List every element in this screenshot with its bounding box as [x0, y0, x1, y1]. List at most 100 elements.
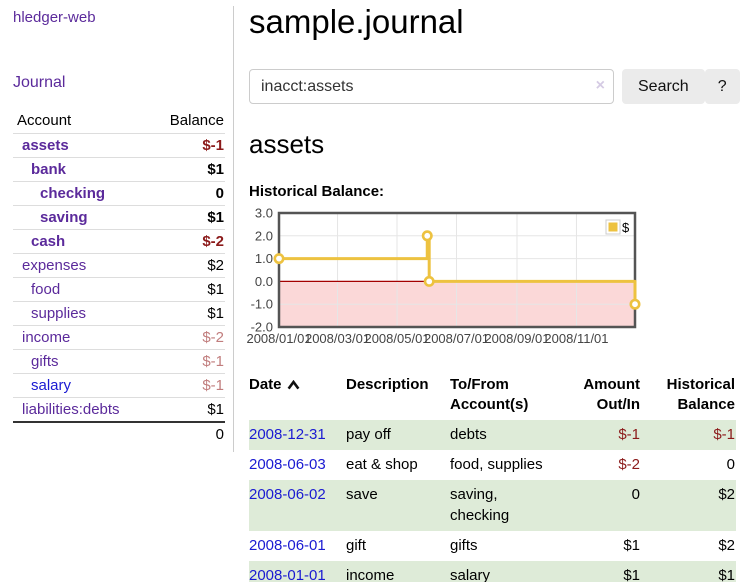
transaction-accounts: saving, checking — [450, 479, 563, 531]
search-input[interactable] — [249, 69, 614, 104]
account-balance: $1 — [152, 397, 225, 422]
account-link-expenses[interactable]: expenses — [22, 257, 87, 274]
account-balance: $1 — [152, 205, 225, 230]
account-link-gifts[interactable]: gifts — [31, 353, 59, 370]
account-balance: $1 — [152, 277, 225, 302]
register-header-date-label: Date — [249, 376, 282, 393]
sidebar-inner: hledger-web Journal Account Balance asse… — [13, 6, 234, 452]
clear-search-icon[interactable]: × — [595, 77, 605, 94]
account-row-bank: bank $1 — [13, 157, 225, 182]
account-link-food[interactable]: food — [31, 281, 61, 298]
sidebar-item-journal[interactable]: Journal — [13, 74, 66, 91]
account-row-checking: checking 0 — [13, 181, 225, 206]
transaction-accounts: gifts — [450, 536, 478, 554]
svg-text:2008/05/01: 2008/05/01 — [364, 331, 429, 346]
account-balance: $-2 — [152, 229, 225, 254]
transaction-date-link[interactable]: 2008-06-03 — [249, 455, 326, 473]
chart-title: Historical Balance: — [249, 183, 385, 200]
transaction-description: income — [346, 560, 450, 582]
register-header-row: Date Description To/From Account(s) Amou… — [249, 372, 736, 420]
account-link-saving[interactable]: saving — [40, 209, 88, 226]
svg-text:2008/07/01: 2008/07/01 — [424, 331, 489, 346]
account-row-assets: assets $-1 — [13, 133, 225, 158]
transaction-amount: $1 — [623, 536, 640, 554]
account-row-liabilities-debts: liabilities:debts $1 — [13, 397, 225, 422]
transaction-description: save — [346, 479, 450, 531]
transaction-amount: 0 — [563, 479, 641, 531]
register-row: 2008-06-01 gift gifts $1 $2 — [249, 531, 736, 561]
account-link-checking[interactable]: checking — [40, 185, 106, 202]
svg-text:0.0: 0.0 — [255, 274, 273, 289]
balance-chart: 3.0 2.0 1.0 0.0 -1.0 -2.0 2008/01/01 2008/03/01… — [246, 206, 740, 351]
search-button[interactable]: Search — [622, 69, 705, 104]
search-form: × Search ? — [249, 69, 740, 104]
transaction-balance: 0 — [726, 455, 735, 473]
help-button[interactable]: ? — [704, 69, 740, 104]
account-link-salary[interactable]: salary — [31, 377, 72, 394]
account-row-saving: saving $1 — [13, 205, 225, 230]
account-link-bank[interactable]: bank — [31, 161, 67, 178]
account-link-income[interactable]: income — [22, 329, 71, 346]
account-link-liabilities-debts[interactable]: liabilities:debts — [22, 401, 120, 418]
transaction-date-link[interactable]: 2008-01-01 — [249, 566, 326, 582]
svg-text:1.0: 1.0 — [255, 251, 273, 266]
register-table: Date Description To/From Account(s) Amou… — [249, 372, 736, 582]
accounts-table: Account Balance assets $-1 bank $1 check… — [13, 109, 225, 446]
sort-ascending-icon — [287, 379, 299, 390]
transaction-amount: $-1 — [563, 419, 641, 450]
account-link-cash[interactable]: cash — [31, 233, 66, 250]
account-balance: $1 — [152, 301, 225, 326]
accounts-header-row: Account Balance — [13, 109, 225, 134]
page-title: sample.journal — [249, 3, 464, 40]
svg-text:2008/11/01: 2008/11/01 — [544, 331, 608, 346]
svg-text:2008/01/01: 2008/01/01 — [246, 331, 311, 346]
svg-text:-2.0: -2.0 — [251, 320, 273, 335]
svg-text:3.0: 3.0 — [255, 206, 273, 221]
register-header-date[interactable]: Date — [249, 372, 346, 420]
main-content: sample.journal × Search ? assets Histori… — [234, 0, 742, 582]
accounts-header-account: Account — [17, 112, 72, 129]
account-balance: $-2 — [152, 325, 225, 350]
account-heading: assets — [249, 129, 325, 159]
transaction-date-link[interactable]: 2008-06-01 — [249, 536, 326, 554]
transaction-date-link[interactable]: 2008-06-02 — [249, 485, 326, 503]
transaction-description: gift — [346, 536, 367, 554]
accounts-total-value: 0 — [152, 421, 225, 446]
sidebar: hledger-web Journal Account Balance asse… — [0, 0, 234, 582]
account-row-cash: cash $-2 — [13, 229, 225, 254]
brand-link[interactable]: hledger-web — [13, 9, 96, 26]
account-balance: $1 — [152, 157, 225, 182]
transaction-description: pay off — [346, 419, 450, 450]
account-row-gifts: gifts $-1 — [13, 349, 225, 374]
search-box: × — [249, 69, 614, 104]
register-row: 2008-06-03 eat & shop food, supplies $-2… — [249, 450, 736, 480]
account-balance: $2 — [152, 253, 225, 278]
svg-text:$: $ — [622, 220, 630, 235]
svg-text:2.0: 2.0 — [255, 228, 273, 243]
account-row-income: income $-2 — [13, 325, 225, 350]
register-header-historical: Historical Balance — [666, 376, 735, 414]
balance-chart-svg: 3.0 2.0 1.0 0.0 -1.0 -2.02008/01/012008/03/01… — [246, 206, 641, 346]
register-header-amount: Amount Out/In — [583, 376, 640, 414]
transaction-balance: $-1 — [641, 419, 736, 450]
account-balance: 0 — [152, 181, 225, 206]
register-row: 2008-01-01 income salary $1 $1 — [249, 560, 736, 582]
account-row-supplies: supplies $1 — [13, 301, 225, 326]
register-row: 2008-06-02 save saving, checking 0 $2 — [249, 479, 736, 531]
account-link-assets[interactable]: assets — [22, 137, 69, 154]
account-link-supplies[interactable]: supplies — [31, 305, 87, 322]
transaction-balance: $1 — [641, 560, 736, 582]
transaction-date-link[interactable]: 2008-12-31 — [249, 425, 326, 443]
accounts-header-balance: Balance — [169, 112, 224, 129]
register-row: 2008-12-31 pay off debts $-1 $-1 — [249, 419, 736, 450]
svg-text:-1.0: -1.0 — [251, 297, 273, 312]
register-header-description: Description — [346, 376, 429, 393]
account-row-expenses: expenses $2 — [13, 253, 225, 278]
transaction-balance: $2 — [718, 536, 735, 554]
account-row-salary: salary $-1 — [13, 373, 225, 398]
account-balance: $-1 — [152, 349, 225, 374]
svg-text:2008/03/01: 2008/03/01 — [305, 331, 370, 346]
transaction-accounts: debts — [450, 419, 563, 450]
account-row-food: food $1 — [13, 277, 225, 302]
